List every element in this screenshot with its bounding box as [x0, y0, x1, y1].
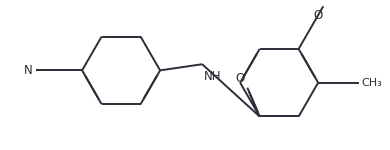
Text: NH: NH [204, 70, 222, 83]
Text: O: O [235, 72, 244, 85]
Text: CH₃: CH₃ [361, 78, 382, 88]
Text: O: O [314, 9, 323, 22]
Text: N: N [24, 64, 33, 77]
